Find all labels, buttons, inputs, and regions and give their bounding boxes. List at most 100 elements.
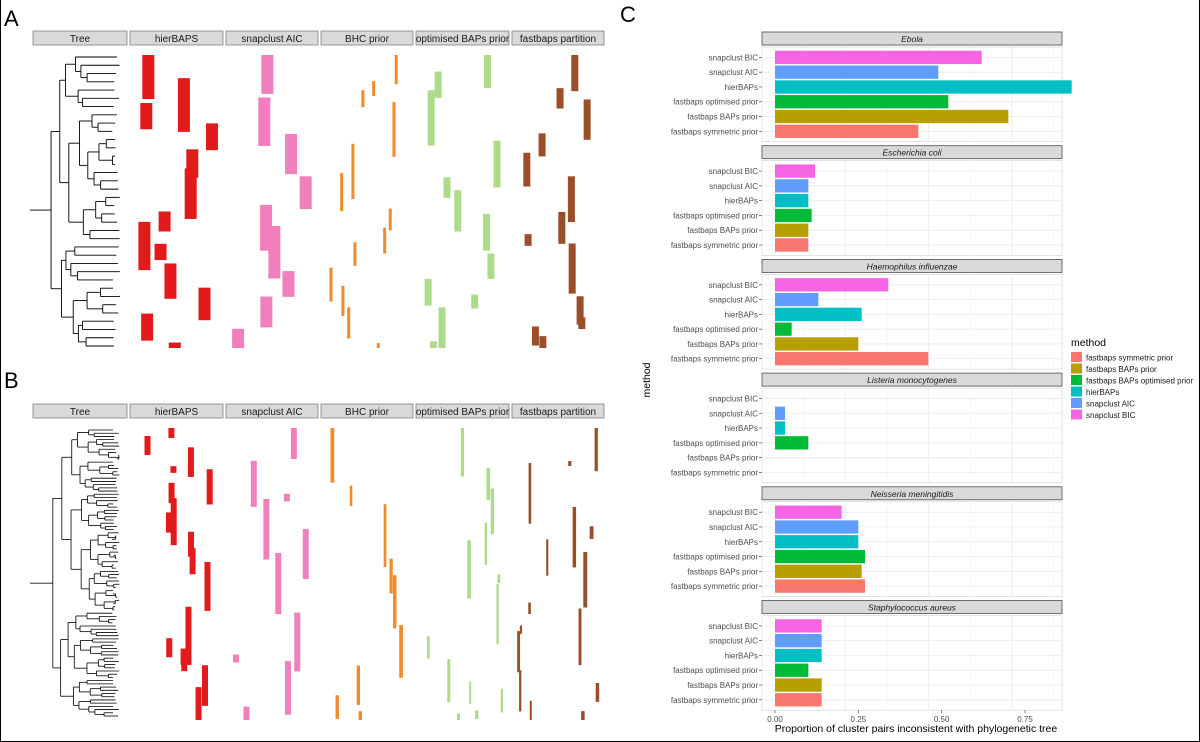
cluster-cell — [460, 428, 465, 477]
method-tick-label: fastbaps symmetric prior — [671, 355, 758, 364]
cluster-cell — [361, 90, 365, 108]
cluster-cell — [519, 625, 523, 634]
bar-3-3 — [775, 436, 809, 450]
bar-4-5 — [775, 579, 865, 593]
facet-1: Escherichia coli snapclust BIC snapclust A… — [671, 145, 1063, 256]
cluster-cell — [168, 428, 175, 439]
panel-a-tree — [30, 56, 120, 347]
facet-title: Neisseria meningitidis — [871, 489, 954, 499]
cluster-cell — [341, 285, 345, 316]
cluster-cell — [233, 654, 240, 663]
method-tick-label: hierBAPs — [725, 424, 758, 433]
method-tick-label: snapclust BIC — [709, 167, 759, 176]
facet-title: Haemophilus influenzae — [867, 261, 958, 271]
cluster-cell — [154, 243, 167, 261]
cluster-cell — [282, 271, 295, 297]
legend-label-2: fastbaps BAPs optimised prior — [1086, 377, 1193, 386]
panel-a-strip-label-4: optimised BAPs prior — [416, 34, 510, 45]
cluster-cell — [447, 659, 451, 703]
bar-5-2 — [775, 648, 822, 663]
cluster-cell — [594, 428, 598, 472]
panel-b-strip-label-1: hierBAPS — [155, 407, 199, 418]
cluster-cell — [429, 341, 437, 348]
cluster-cell — [383, 504, 387, 568]
bar-1-2 — [775, 194, 809, 208]
cluster-cell — [493, 140, 501, 188]
bar-4-1 — [775, 520, 859, 534]
facet-3: Listeria monocytogenes snapclust BIC snapc… — [671, 372, 1063, 484]
method-tick-label: hierBAPs — [725, 538, 758, 547]
method-tick-label: fastbaps symmetric prior — [671, 696, 758, 705]
cluster-cell — [490, 488, 495, 535]
cluster-cell — [393, 575, 397, 629]
cluster-cell — [206, 469, 213, 505]
cluster-cell — [290, 428, 297, 459]
cluster-cell — [189, 548, 196, 575]
legend-label-5: snapclust BIC — [1086, 411, 1136, 420]
bar-1-1 — [775, 179, 809, 193]
legend-label-3: hierBAPs — [1086, 388, 1119, 397]
cluster-cell — [376, 343, 380, 348]
cluster-cell — [497, 574, 501, 584]
cluster-cell — [201, 665, 208, 706]
facet-4: Neisseria meningitidis snapclust BIC snapc… — [671, 486, 1063, 597]
bar-2-1 — [775, 292, 819, 307]
panel-b-column-3 — [330, 428, 403, 720]
method-tick-label: snapclust BIC — [709, 281, 759, 290]
cluster-cell — [347, 307, 351, 339]
panel-b-strip-label-4: optimised BAPs prior — [416, 407, 510, 418]
method-tick-label: hierBAPs — [725, 197, 758, 206]
cluster-cell — [164, 263, 177, 299]
panel-a-strip-1 — [129, 30, 224, 46]
cluster-cell — [250, 460, 257, 507]
cluster-cell — [572, 506, 577, 568]
cluster-cell — [372, 81, 376, 96]
bar-3-1 — [775, 406, 785, 420]
cluster-cell — [483, 213, 491, 251]
bar-2-0 — [775, 278, 889, 292]
cluster-cell — [144, 435, 151, 456]
panel-b-column-1 — [144, 428, 213, 720]
legend-key-3 — [1071, 386, 1082, 397]
cluster-cell — [351, 143, 355, 200]
bar-3-2 — [775, 421, 785, 435]
cluster-cell — [475, 710, 479, 719]
legend-key-0 — [1071, 352, 1082, 362]
method-tick-label: fastbaps optimised prior — [673, 553, 758, 562]
cluster-cell — [558, 211, 566, 244]
method-tick-label: fastbaps symmetric prior — [671, 127, 758, 136]
cluster-cell — [283, 493, 290, 502]
method-tick-label: fastbaps BAPs prior — [687, 113, 758, 122]
cluster-cell — [576, 296, 584, 325]
legend-key-4 — [1071, 398, 1082, 408]
panel-c-bar-chart: Ebola snapclust BIC snapclust AIC hierBAPs f… — [671, 31, 1072, 724]
panel-b-strip-5 — [511, 403, 605, 419]
panel-a-column-4 — [424, 55, 501, 348]
bar-0-2 — [775, 80, 1072, 94]
cluster-cell — [500, 688, 503, 713]
cluster-cell — [427, 636, 430, 659]
cluster-cell — [517, 631, 521, 673]
cluster-cell — [424, 278, 432, 306]
cluster-cell — [388, 208, 392, 231]
cluster-cell — [138, 221, 151, 271]
method-tick-label: hierBAPs — [725, 310, 758, 319]
cluster-cell — [454, 190, 462, 232]
bar-0-3 — [775, 95, 949, 109]
legend-label-1: fastbaps BAPs prior — [1086, 365, 1157, 374]
panel-a-column-5 — [523, 55, 591, 348]
legend: fastbaps symmetric prior fastbaps BAPs pr… — [1071, 352, 1193, 420]
cluster-cell — [299, 176, 312, 210]
panel-a-column-3 — [329, 55, 398, 348]
cluster-cell — [168, 342, 181, 348]
cluster-cell — [438, 307, 446, 348]
cluster-cell — [524, 234, 532, 246]
method-tick-label: snapclust BIC — [709, 508, 759, 517]
panel-label-c: C — [620, 2, 636, 27]
method-tick-label: hierBAPs — [725, 651, 758, 660]
panel-a-strip-label-5: fastbaps partition — [520, 34, 596, 45]
cluster-cell — [198, 287, 211, 321]
panel-a-column-1 — [138, 55, 218, 348]
panel-b-strip-3 — [320, 403, 414, 419]
cluster-cell — [268, 226, 281, 279]
